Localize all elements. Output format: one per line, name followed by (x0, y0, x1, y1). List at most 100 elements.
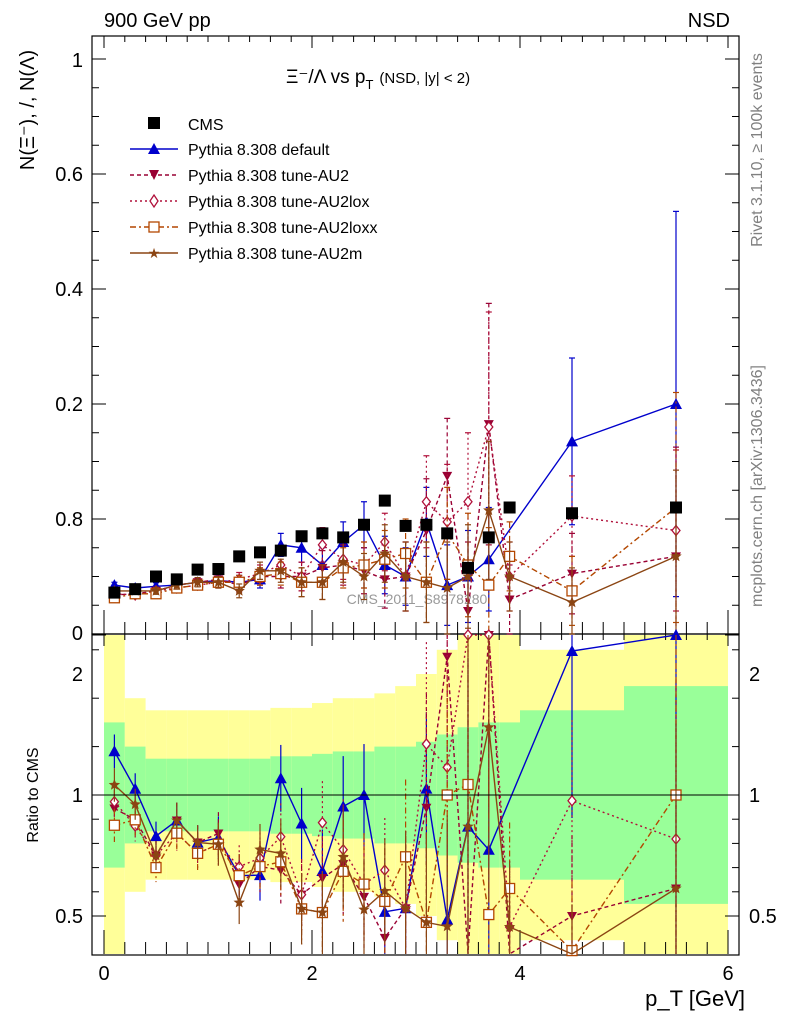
cms-point (170, 573, 183, 586)
axis-ticks (92, 36, 739, 954)
data-point (191, 576, 204, 588)
ratio-point (171, 814, 183, 826)
legend-label: Pythia 8.308 tune-AU2loxx (188, 220, 377, 237)
ratio-point (441, 920, 453, 932)
ratio-point (108, 819, 121, 831)
legend: CMS Pythia 8.308 default Pythia 8.308 tu… (130, 117, 377, 263)
cms-point (337, 531, 350, 544)
cms-point (378, 494, 391, 507)
ratio-point (420, 916, 433, 928)
cms-point (212, 563, 225, 576)
ratio-point (483, 721, 495, 733)
x-tick-label: 4 (514, 963, 525, 985)
data-point (463, 495, 473, 508)
cms-point (399, 519, 412, 532)
ratio-point (274, 772, 287, 784)
cms-point (150, 570, 162, 583)
ratio-point (316, 865, 329, 877)
ratio-point (462, 820, 474, 832)
cms-point (358, 518, 370, 531)
chart-title: Ξ⁻/Λ vs pT (NSD, |y| < 2) (286, 67, 470, 92)
series-line (114, 506, 677, 599)
ratio-point (233, 896, 245, 908)
ratio-point (233, 870, 245, 882)
cms-point (274, 544, 287, 557)
legend-item-au2: Pythia 8.308 tune-AU2 (130, 168, 349, 185)
ratio-line (114, 783, 677, 952)
legend-marker (148, 143, 160, 154)
data-point (421, 495, 432, 508)
legend-label: Pythia 8.308 tune-AU2lox (188, 194, 369, 211)
cms-point (482, 531, 495, 544)
data-point (420, 576, 433, 588)
legend-marker (148, 221, 160, 233)
ratio-tick-label-left: 1 (72, 785, 83, 807)
data-point (317, 538, 328, 551)
cms-point (670, 501, 682, 514)
series-4 (108, 440, 682, 635)
legend-marker: ★ (148, 245, 161, 261)
ratio-line (113, 727, 677, 955)
ratio-point (212, 838, 225, 850)
ratio-axis-label: Ratio to CMS (25, 747, 42, 842)
y-tick-label: 0 (72, 623, 83, 645)
ratio-point (108, 778, 121, 790)
cms-point (316, 527, 329, 540)
ratio-point (129, 798, 141, 810)
cms-point (254, 546, 266, 559)
ratio-point (317, 816, 328, 829)
data-point (483, 504, 495, 516)
ratio-point (150, 849, 162, 861)
legend-label: Pythia 8.308 tune-AU2 (188, 168, 349, 185)
cms-points (108, 494, 682, 599)
data-point (337, 556, 349, 567)
ratio-tick-label-left: 2 (72, 664, 83, 686)
cms-point (191, 563, 204, 576)
ratio-point (108, 745, 121, 757)
cms-point (420, 518, 433, 531)
y-tick-label: 1 (72, 50, 83, 72)
analysis-watermark: CMS_2011_S8978280 (347, 591, 488, 607)
data-point (295, 541, 308, 553)
mcplots-label: mcplots.cern.ch [arXiv:1306.3436] (749, 365, 766, 607)
y-tick-labels: 0 0.2 0.4 0.6 0.8 1 (55, 50, 83, 645)
legend-item-default: Pythia 8.308 default (130, 142, 330, 159)
ratio-point (358, 903, 370, 915)
chart-title-subscript: T (365, 77, 373, 92)
data-point (379, 547, 391, 559)
ratio-point (421, 738, 432, 751)
series-line (114, 508, 677, 604)
legend-item-au2lox: Pythia 8.308 tune-AU2lox (130, 193, 369, 211)
ratio-point (295, 817, 308, 829)
ratio-tick-label-right: 0.5 (749, 906, 777, 928)
legend-label-cms: CMS (188, 117, 224, 134)
y-tick-label: 0.2 (55, 394, 83, 416)
cms-point (462, 561, 474, 574)
x-axis-label: p_T [GeV] (645, 986, 745, 1011)
data-point (503, 570, 516, 582)
ratio-point (670, 882, 682, 894)
y-tick-label: 0.4 (55, 279, 83, 301)
data-point (254, 564, 266, 576)
y-tick-label: 0.8 (55, 509, 83, 531)
ratio-point (129, 782, 142, 794)
data-point (566, 435, 578, 447)
ratio-point (379, 885, 391, 896)
ratio-point (399, 902, 412, 914)
main-plot-layer (108, 210, 682, 635)
legend-marker (149, 170, 159, 180)
ratio-tick-label-right: 1 (749, 785, 760, 807)
ratio-point (191, 836, 204, 848)
x-tick-label: 0 (98, 963, 109, 985)
legend-marker (149, 193, 159, 209)
data-point (442, 515, 453, 528)
ratio-point (442, 652, 453, 662)
data-point (295, 576, 308, 588)
data-point (441, 582, 453, 593)
data-point (670, 550, 682, 562)
cms-point (566, 507, 578, 520)
ratio-line (113, 634, 677, 930)
ratio-tick-label-right: 2 (749, 664, 760, 686)
ratio-point (566, 644, 578, 656)
